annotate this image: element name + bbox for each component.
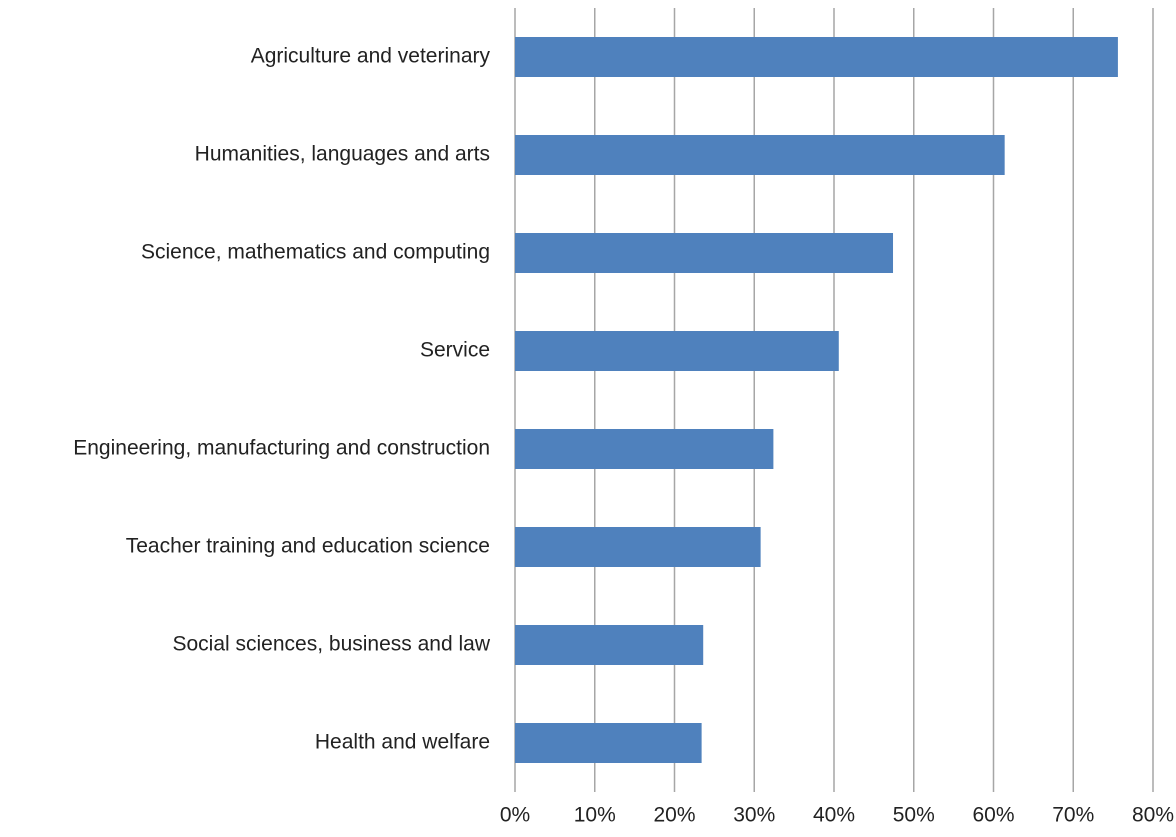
y-tick-label: Service — [420, 339, 490, 362]
y-tick-label: Engineering, manufacturing and construct… — [73, 437, 490, 460]
bar — [515, 527, 761, 567]
bar — [515, 37, 1118, 77]
y-tick-label: Teacher training and education science — [126, 535, 490, 558]
x-tick-label: 40% — [813, 804, 855, 827]
y-tick-label: Health and welfare — [315, 731, 490, 754]
bar — [515, 331, 839, 371]
x-tick-label: 10% — [574, 804, 616, 827]
bar — [515, 135, 1005, 175]
x-tick-label: 70% — [1052, 804, 1094, 827]
bar — [515, 723, 702, 763]
y-tick-label: Humanities, languages and arts — [195, 143, 490, 166]
y-tick-label: Social sciences, business and law — [172, 633, 490, 656]
x-tick-label: 20% — [653, 804, 695, 827]
y-tick-label: Science, mathematics and computing — [141, 241, 490, 264]
y-tick-label: Agriculture and veterinary — [251, 45, 491, 68]
bar — [515, 429, 774, 469]
bar — [515, 625, 704, 665]
x-tick-label: 80% — [1132, 804, 1174, 827]
x-tick-label: 0% — [500, 804, 530, 827]
bar — [515, 233, 894, 273]
x-tick-label: 50% — [893, 804, 935, 827]
x-tick-label: 30% — [733, 804, 775, 827]
x-tick-label: 60% — [972, 804, 1014, 827]
